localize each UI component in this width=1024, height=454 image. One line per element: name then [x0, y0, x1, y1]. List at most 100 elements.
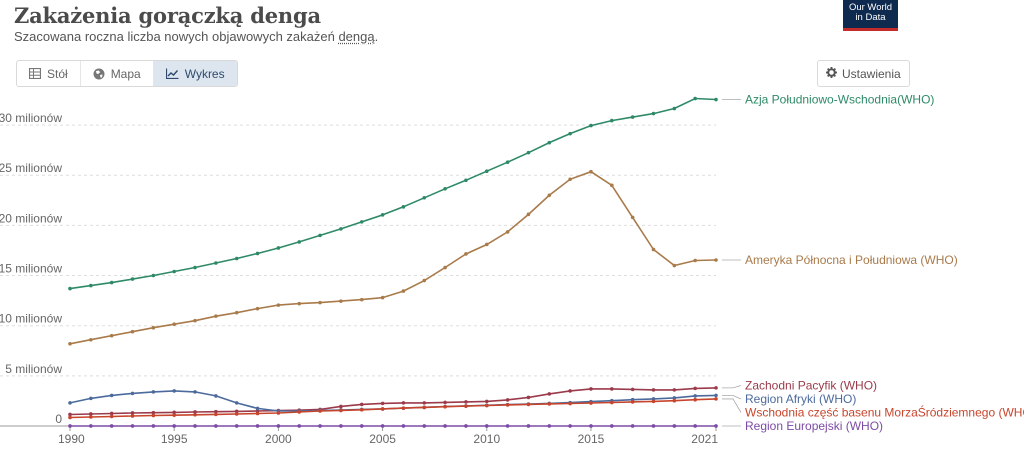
- data-point-region-europejski-who: [401, 424, 406, 428]
- view-tabs: Stół Mapa Wykres: [16, 60, 238, 87]
- data-point-region-europejski-who: [589, 424, 593, 428]
- data-point-region-europejski-who: [610, 424, 614, 428]
- legend-label-ameryka-po-nocna-i-po-udniowa-who[interactable]: Ameryka Północna i Południowa (WHO): [745, 253, 958, 267]
- data-point-region-europejski-who: [172, 424, 176, 428]
- y-tick-label: 5 milionów: [5, 362, 62, 376]
- line-chart-icon: [165, 68, 179, 79]
- data-point-wschodnia-czesc-basenu-morzasrodziemnego-who: [318, 409, 322, 413]
- settings-button[interactable]: Ustawienia: [817, 60, 910, 87]
- data-point-zachodni-pacyfik-who: [89, 412, 93, 416]
- tab-chart[interactable]: Wykres: [153, 61, 237, 86]
- legend-label-wschodnia-czesc-basenu-morzasrodziemnego-who[interactable]: Wschodnia część basenu MorzaŚródziemnego…: [745, 405, 1024, 420]
- y-tick-label: 30 milionów: [0, 111, 62, 125]
- y-tick-label: 15 milionów: [0, 262, 62, 276]
- legend-label-region-afryki-who[interactable]: Region Afryki (WHO): [745, 392, 856, 406]
- legend-connector-wschodnia-czesc-basenu-morzasrodziemnego-who: [722, 398, 742, 413]
- gear-icon: [826, 66, 837, 81]
- data-point-region-europejski-who: [214, 424, 218, 428]
- table-icon: [29, 68, 41, 79]
- data-point-ameryka-po-nocna-i-po-udniowa-who: [68, 341, 72, 346]
- settings-label: Ustawienia: [842, 66, 901, 81]
- data-point-region-europejski-who: [318, 424, 322, 428]
- series-line-wschodnia-czesc-basenu-morzasrodziemnego-who: [69, 398, 717, 419]
- data-point-zachodni-pacyfik-who: [505, 398, 510, 402]
- data-point-azja-po-udniowo-wschodnia-who: [276, 246, 281, 250]
- data-point-azja-po-udniowo-wschodnia-who: [359, 220, 364, 224]
- data-point-zachodni-pacyfik-who: [214, 409, 218, 414]
- data-point-wschodnia-czesc-basenu-morzasrodziemnego-who: [172, 413, 176, 417]
- series-line-zachodni-pacyfik-who: [69, 387, 717, 416]
- data-point-azja-po-udniowo-wschodnia-who: [130, 277, 135, 281]
- data-point-wschodnia-czesc-basenu-morzasrodziemnego-who: [526, 402, 531, 407]
- x-tick-label: 1995: [161, 432, 188, 446]
- owid-logo[interactable]: Our World in Data: [843, 0, 898, 31]
- x-tick-label: 2005: [369, 432, 396, 446]
- data-point-zachodni-pacyfik-who: [68, 412, 72, 417]
- tab-map-label: Mapa: [110, 66, 141, 81]
- logo-line-2: in Data: [855, 12, 886, 23]
- data-point-azja-po-udniowo-wschodnia-who: [109, 280, 114, 285]
- tab-map[interactable]: Mapa: [81, 61, 154, 86]
- data-point-wschodnia-czesc-basenu-morzasrodziemnego-who: [151, 413, 156, 418]
- data-point-ameryka-po-nocna-i-po-udniowa-who: [318, 300, 322, 305]
- data-point-zachodni-pacyfik-who: [339, 404, 343, 409]
- data-point-ameryka-po-nocna-i-po-udniowa-who: [526, 212, 531, 217]
- data-point-wschodnia-czesc-basenu-morzasrodziemnego-who: [380, 407, 385, 411]
- data-point-zachodni-pacyfik-who: [151, 410, 156, 415]
- data-point-region-afryki-who: [89, 396, 93, 401]
- data-point-zachodni-pacyfik-who: [714, 386, 718, 390]
- data-point-ameryka-po-nocna-i-po-udniowa-who: [630, 215, 635, 220]
- legend-label-zachodni-pacyfik-who[interactable]: Zachodni Pacyfik (WHO): [745, 379, 877, 393]
- data-point-region-europejski-who: [89, 424, 93, 428]
- data-point-wschodnia-czesc-basenu-morzasrodziemnego-who: [714, 397, 718, 401]
- data-point-ameryka-po-nocna-i-po-udniowa-who: [255, 306, 260, 311]
- data-point-zachodni-pacyfik-who: [589, 387, 593, 391]
- data-point-region-europejski-who: [130, 424, 135, 428]
- data-point-zachodni-pacyfik-who: [547, 392, 552, 396]
- y-tick-label: 0: [55, 412, 62, 426]
- data-point-azja-po-udniowo-wschodnia-who: [526, 150, 531, 155]
- data-point-azja-po-udniowo-wschodnia-who: [672, 106, 677, 111]
- data-point-wschodnia-czesc-basenu-morzasrodziemnego-who: [276, 411, 281, 415]
- data-point-azja-po-udniowo-wschodnia-who: [568, 131, 572, 136]
- data-point-ameryka-po-nocna-i-po-udniowa-who: [380, 295, 385, 300]
- data-point-wschodnia-czesc-basenu-morzasrodziemnego-who: [422, 405, 427, 410]
- subtitle-suffix: .: [374, 29, 379, 44]
- data-point-region-europejski-who: [464, 424, 468, 428]
- data-point-ameryka-po-nocna-i-po-udniowa-who: [130, 329, 135, 334]
- legend-label-region-europejski-who[interactable]: Region Europejski (WHO): [745, 419, 883, 433]
- data-point-wschodnia-czesc-basenu-morzasrodziemnego-who: [214, 412, 218, 417]
- data-point-azja-po-udniowo-wschodnia-who: [234, 256, 239, 261]
- legend-connector-zachodni-pacyfik-who: [722, 385, 742, 389]
- data-point-region-europejski-who: [484, 424, 489, 428]
- data-point-wschodnia-czesc-basenu-morzasrodziemnego-who: [130, 414, 135, 418]
- x-tick-label: 1990: [58, 432, 85, 446]
- page-subtitle: Szacowana roczna liczba nowych objawowyc…: [14, 29, 378, 44]
- data-point-zachodni-pacyfik-who: [255, 409, 260, 413]
- data-point-zachodni-pacyfik-who: [380, 401, 385, 406]
- data-point-ameryka-po-nocna-i-po-udniowa-who: [151, 325, 156, 330]
- data-point-region-europejski-who: [422, 424, 427, 428]
- data-point-azja-po-udniowo-wschodnia-who: [505, 160, 510, 165]
- data-point-ameryka-po-nocna-i-po-udniowa-who: [610, 183, 614, 188]
- data-point-azja-po-udniowo-wschodnia-who: [297, 240, 302, 244]
- legend-label-azja-po-udniowo-wschodnia-who[interactable]: Azja Południowo-Wschodnia(WHO): [745, 93, 934, 107]
- data-point-ameryka-po-nocna-i-po-udniowa-who: [339, 299, 343, 303]
- tab-table[interactable]: Stół: [17, 61, 81, 86]
- data-point-azja-po-udniowo-wschodnia-who: [714, 97, 718, 102]
- data-point-wschodnia-czesc-basenu-morzasrodziemnego-who: [297, 410, 302, 414]
- data-point-zachodni-pacyfik-who: [484, 399, 489, 404]
- data-point-region-afryki-who: [130, 391, 135, 396]
- data-point-region-afryki-who: [255, 406, 260, 411]
- data-point-region-europejski-who: [193, 424, 197, 428]
- data-point-region-afryki-who: [68, 401, 72, 405]
- subtitle-term-link[interactable]: dengą: [338, 29, 375, 44]
- x-tick-label: 2015: [578, 432, 605, 446]
- tab-table-label: Stół: [47, 66, 68, 81]
- legend-connector-region-afryki-who: [722, 395, 742, 400]
- data-point-ameryka-po-nocna-i-po-udniowa-who: [276, 303, 281, 307]
- data-point-wschodnia-czesc-basenu-morzasrodziemnego-who: [610, 400, 614, 405]
- data-point-region-afryki-who: [109, 393, 114, 398]
- data-point-region-afryki-who: [693, 394, 697, 398]
- data-point-ameryka-po-nocna-i-po-udniowa-who: [422, 278, 427, 283]
